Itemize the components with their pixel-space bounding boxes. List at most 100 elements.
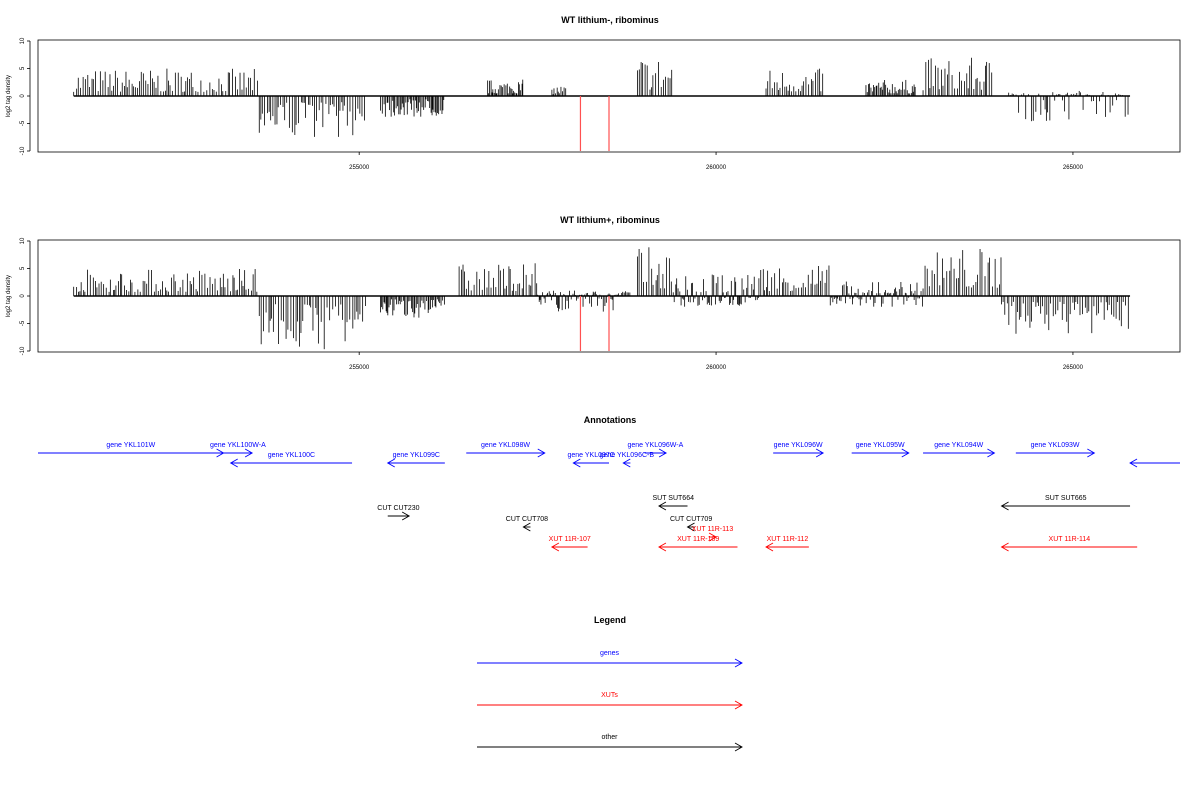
feature-label: CUT CUT230 <box>377 505 419 512</box>
feature-label: SUT SUT665 <box>1045 495 1087 502</box>
annotation-feature: gene YKL093W <box>1015 442 1096 458</box>
feature-arrowhead <box>622 458 631 468</box>
legend-label: genes <box>600 650 620 657</box>
x-tick-label: 265000 <box>1063 365 1084 371</box>
annotation-feature: SUT SUT665 <box>1000 495 1131 511</box>
annotation-feature: gene YKL101W <box>38 442 225 458</box>
y-tick-label: -5 <box>20 120 26 126</box>
feature-arrowhead <box>686 522 695 532</box>
feature-label: gene YKL095W <box>856 442 905 449</box>
feature-arrowhead <box>658 448 668 458</box>
axes: -10 -5 0 5 10 255000 260000 265000 <box>20 237 1084 371</box>
feature-arrowhead <box>229 458 238 468</box>
feature-label: SUT SUT664 <box>652 495 694 502</box>
x-tick-label: 255000 <box>349 165 370 171</box>
y-tick-label: 0 <box>20 94 26 98</box>
legend-arrowhead <box>734 658 743 668</box>
annotation-feature: XUT 11R-113 <box>692 526 734 542</box>
density-bars <box>73 57 1131 151</box>
feature-label: XUT 11R-109 <box>677 536 719 543</box>
feature-arrowhead <box>1000 501 1009 511</box>
feature-label: gene YKL096W-A <box>628 442 684 449</box>
feature-label: gene YKL099C <box>393 452 440 459</box>
y-axis-label: log2 tag density <box>6 75 12 117</box>
density-bars <box>73 247 1131 351</box>
feature-label: XUT 11R-107 <box>549 536 591 543</box>
legend-title: Legend <box>594 615 626 625</box>
y-tick-label: 10 <box>20 37 26 44</box>
feature-arrowhead <box>815 448 825 458</box>
annotation-feature: gene YKL096C-B <box>600 452 655 468</box>
x-tick-label: 260000 <box>706 165 727 171</box>
annotation-feature: XUT 11R-109 <box>658 536 738 552</box>
y-axis-label: log2 tag density <box>6 275 12 317</box>
feature-arrowhead <box>550 542 560 552</box>
annotation-feature: gene YKL097C <box>567 452 615 468</box>
annotation-feature: gene YKL099C <box>386 452 445 468</box>
legend-label: XUTs <box>601 692 618 699</box>
legend-item: genes <box>477 650 743 668</box>
legend-item: XUTs <box>477 692 743 710</box>
annotation-feature: XUT 11R-114 <box>1000 536 1138 552</box>
annotation-feature: XUT 11R-112 <box>765 536 809 552</box>
annotations-track: Annotations gene YKL101W gene YKL100W-Age… <box>38 415 1180 552</box>
feature-label: gene YKL100C <box>268 452 315 459</box>
annotation-feature: XUT 11R-107 <box>549 536 591 552</box>
plot-frame <box>37 239 1181 353</box>
feature-label: gene YKL096C-B <box>600 452 655 459</box>
feature-arrowhead <box>658 542 667 552</box>
feature-arrowhead <box>572 458 581 468</box>
feature-label: CUT CUT709 <box>670 516 712 523</box>
y-tick-label: 10 <box>20 237 26 244</box>
panel-title: WT lithium+, ribominus <box>560 215 660 225</box>
panel-title: WT lithium-, ribominus <box>561 15 659 25</box>
annotation-feature: gene YKL094W <box>923 442 996 458</box>
y-tick-label: 0 <box>20 294 26 298</box>
feature-arrowhead <box>522 522 531 532</box>
feature-label: gene YKL097C <box>567 452 614 459</box>
feature-label: XUT 11R-112 <box>767 536 809 543</box>
feature-label: gene YKL096W <box>774 442 823 449</box>
feature-arrowhead <box>708 532 717 542</box>
feature-label: XUT 11R-114 <box>1049 536 1091 543</box>
x-tick-label: 265000 <box>1063 165 1084 171</box>
y-tick-label: -10 <box>20 146 26 155</box>
annotation-feature: gene YKL098W <box>466 442 546 458</box>
feature-arrowhead <box>1129 458 1138 468</box>
feature-label: gene YKL094W <box>934 442 983 449</box>
feature-arrowhead <box>901 448 910 458</box>
feature-label: CUT CUT708 <box>506 516 548 523</box>
legend-arrowhead <box>734 700 743 710</box>
feature-label: XUT 11R-113 <box>692 526 734 533</box>
feature-label: gene YKL100W-A <box>210 442 266 449</box>
y-tick-label: 5 <box>20 266 26 270</box>
legend-arrowhead <box>734 742 743 752</box>
density-panel-lithium-plus: WT lithium+, ribominus log2 tag density … <box>6 215 1181 371</box>
annotation-feature: CUT CUT709 <box>670 516 712 532</box>
density-panel-lithium-minus: WT lithium-, ribominus log2 tag density … <box>6 15 1181 171</box>
x-tick-label: 255000 <box>349 365 370 371</box>
feature-label: gene YKL101W <box>106 442 155 449</box>
axes: -10 -5 0 5 10 255000 260000 265000 <box>20 37 1084 171</box>
legend: Legend genes XUTs other <box>477 615 743 752</box>
feature-arrowhead <box>386 458 395 468</box>
feature-label: gene YKL093W <box>1031 442 1080 449</box>
legend-item: other <box>477 734 743 752</box>
feature-arrowhead <box>658 501 667 511</box>
annotation-feature: CUT CUT230 <box>377 505 420 521</box>
plot-frame <box>37 39 1181 153</box>
annotation-feature: gene YKL095W <box>851 442 910 458</box>
y-tick-label: -5 <box>20 320 26 326</box>
feature-arrowhead <box>1087 448 1096 458</box>
legend-label: other <box>602 734 619 741</box>
x-tick-label: 260000 <box>706 365 727 371</box>
annotations-title: Annotations <box>584 415 637 425</box>
annotation-feature: gene YKL100C <box>229 452 353 468</box>
feature-arrowhead <box>537 448 546 458</box>
feature-arrowhead <box>765 542 774 552</box>
feature-arrowhead <box>1000 542 1009 552</box>
annotation-feature: CUT CUT708 <box>506 516 548 532</box>
annotation-feature <box>1129 458 1180 468</box>
